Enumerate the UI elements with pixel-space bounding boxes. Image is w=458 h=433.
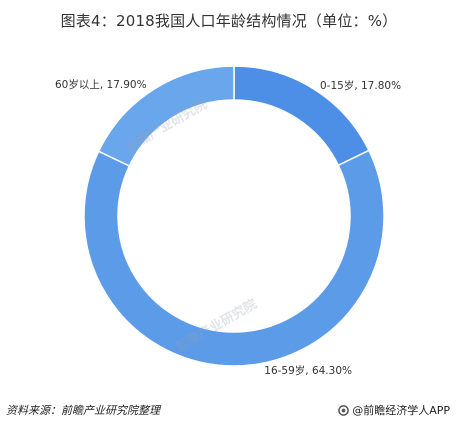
- footer: 资料来源：前瞻产业研究院整理 @前瞻经济学人APP: [6, 402, 452, 420]
- donut-chart: 0-15岁, 17.80% 16-59岁, 64.30% 60岁以上, 17.90%: [55, 65, 401, 377]
- source-note: 资料来源：前瞻产业研究院整理: [6, 404, 160, 417]
- donut-slices: [83, 65, 385, 367]
- brand-text: @前瞻经济学人APP: [352, 404, 450, 417]
- donut-slice-2: [97, 65, 235, 167]
- brand-credit: @前瞻经济学人APP: [338, 402, 450, 418]
- slice-label-1: 16-59岁, 64.30%: [264, 364, 352, 377]
- brand-logo-icon: [338, 404, 350, 416]
- donut-slice-1: [83, 149, 385, 367]
- slice-label-0: 0-15岁, 17.80%: [320, 79, 401, 92]
- donut-labels: 0-15岁, 17.80% 16-59岁, 64.30% 60岁以上, 17.90%: [55, 78, 401, 377]
- slice-label-2: 60岁以上, 17.90%: [55, 78, 147, 91]
- chart-title: 图表4：2018我国人口年龄结构情况（单位：%）: [60, 12, 398, 30]
